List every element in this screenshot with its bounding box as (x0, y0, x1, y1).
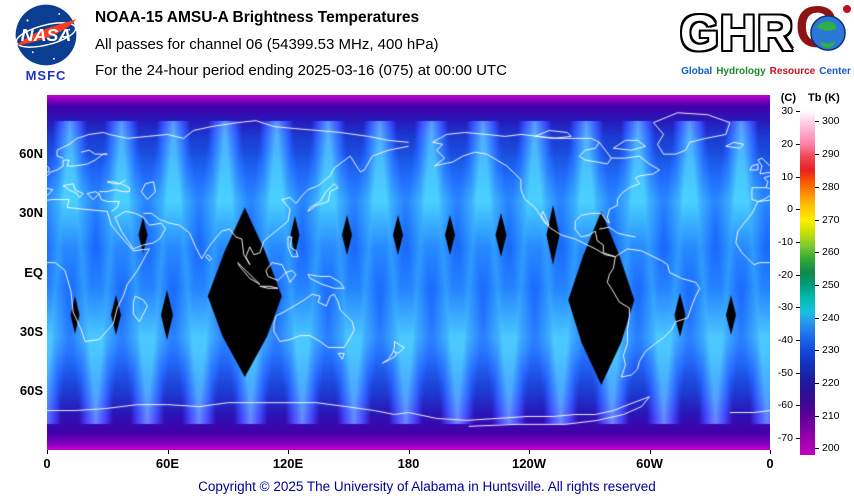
colorbar-tick-label-celsius: -40 (777, 334, 793, 347)
x-axis-label: 120W (512, 456, 546, 471)
x-axis-label: 60W (636, 456, 663, 471)
y-axis-label: 30N (19, 205, 43, 221)
colorbar-tick (796, 438, 800, 440)
colorbar-tick-label-kelvin: 210 (822, 409, 840, 422)
colorbar-tick (796, 274, 800, 276)
channel-subtitle: All passes for channel 06 (54399.53 MHz,… (95, 36, 439, 53)
colorbar-tick-label-kelvin: 240 (822, 311, 840, 324)
x-axis-tick (167, 450, 169, 454)
colorbar-tick (815, 121, 819, 123)
colorbar-tick (815, 252, 819, 254)
colorbar-tick-label-celsius: -20 (777, 268, 793, 281)
ghrc-tagline-word: Center (819, 66, 851, 77)
colorbar-unit-kelvin: Tb (K) (808, 92, 840, 104)
colorbar-tick-label-celsius: -60 (777, 399, 793, 412)
colorbar-tick (815, 448, 819, 450)
colorbar-tick-label-kelvin: 270 (822, 213, 840, 226)
x-axis-tick (288, 450, 289, 454)
colorbar-tick-label-celsius: -70 (777, 432, 793, 445)
colorbar-tick (796, 209, 800, 211)
colorbar-tick-label-celsius: -50 (777, 366, 793, 379)
colorbar-tick (815, 350, 819, 352)
colorbar-tick-label-celsius: -30 (777, 301, 793, 314)
colorbar-tick (815, 415, 819, 417)
ghrc-letters-ghr: GHR (680, 5, 795, 61)
nasa-insignia-icon: NASA (15, 4, 77, 66)
ghrc-tagline-word: Resource (769, 66, 816, 77)
colorbar-tick-label-kelvin: 200 (822, 442, 840, 455)
colorbar-tick-label-kelvin: 250 (822, 278, 840, 291)
colorbar-tick-label-kelvin: 260 (822, 246, 840, 259)
ghrc-wordmark: GHR C (680, 0, 852, 64)
colorbar-tick (815, 383, 819, 385)
colorbar-tick (815, 219, 819, 221)
colorbar-tick (796, 372, 800, 374)
ghrc-tagline-word: Global (681, 66, 713, 77)
colorbar-tick-label-kelvin: 230 (822, 344, 840, 357)
period-subtitle: For the 24-hour period ending 2025-03-16… (95, 62, 507, 79)
colorbar-tick-label-celsius: 10 (781, 170, 793, 183)
x-axis-label: 0 (43, 456, 51, 471)
ghrc-tagline-word: Hydrology (716, 66, 766, 77)
x-axis-tick (529, 450, 530, 454)
colorbar-tick-label-celsius: 20 (781, 137, 793, 150)
colorbar-tick-label-celsius: -10 (777, 235, 793, 248)
colorbar-tick (796, 241, 800, 243)
colorbar-tick (796, 111, 800, 113)
y-axis-label: EQ (24, 264, 43, 280)
colorbar-tick-label-kelvin: 220 (822, 377, 840, 390)
copyright-text: Copyright © 2025 The University of Alaba… (198, 479, 656, 494)
colorbar (800, 110, 815, 455)
nasa-logo: NASA MSFC (12, 3, 80, 83)
colorbar-unit-celsius: (C) (780, 92, 796, 104)
x-axis-label: 60E (155, 456, 180, 471)
y-axis-label: 30S (19, 323, 43, 339)
x-axis-label: 0 (766, 456, 774, 471)
x-axis-tick (47, 450, 48, 454)
y-axis-label: 60S (19, 382, 43, 398)
x-axis-label: 180 (397, 456, 420, 471)
brightness-temperature-map (47, 95, 770, 450)
colorbar-tick-label-celsius: 0 (787, 203, 793, 216)
colorbar-tick (815, 284, 819, 286)
ghrc-c-globe: C (795, 0, 852, 64)
y-axis-label: 60N (19, 146, 43, 162)
colorbar-tick-label-kelvin: 290 (822, 148, 840, 161)
ghrc-tagline: Global Hydrology Resource Center (680, 66, 852, 77)
ghrc-red-dot-icon (843, 5, 851, 13)
nasa-wordmark: NASA (21, 25, 71, 45)
x-axis-tick (770, 450, 771, 454)
colorbar-tick (815, 317, 819, 319)
x-axis-label: 120E (272, 456, 304, 471)
colorbar-tick (815, 186, 819, 188)
colorbar-tick (796, 176, 800, 178)
x-axis-tick (649, 450, 651, 454)
colorbar-tick-label-kelvin: 300 (822, 115, 840, 128)
colorbar-tick (796, 340, 800, 342)
colorbar-tick (796, 405, 800, 407)
x-axis-tick (408, 450, 410, 454)
colorbar-tick (796, 307, 800, 309)
colorbar-tick (796, 143, 800, 145)
page-title: NOAA-15 AMSU-A Brightness Temperatures (95, 9, 420, 26)
header: NOAA-15 AMSU-A Brightness Temperatures A… (95, 9, 507, 88)
colorbar-tick-label-kelvin: 280 (822, 180, 840, 193)
colorbar-tick (815, 154, 819, 156)
msfc-label: MSFC (25, 68, 67, 83)
colorbar-tick-label-celsius: 30 (781, 105, 793, 118)
globe-icon (810, 15, 846, 51)
